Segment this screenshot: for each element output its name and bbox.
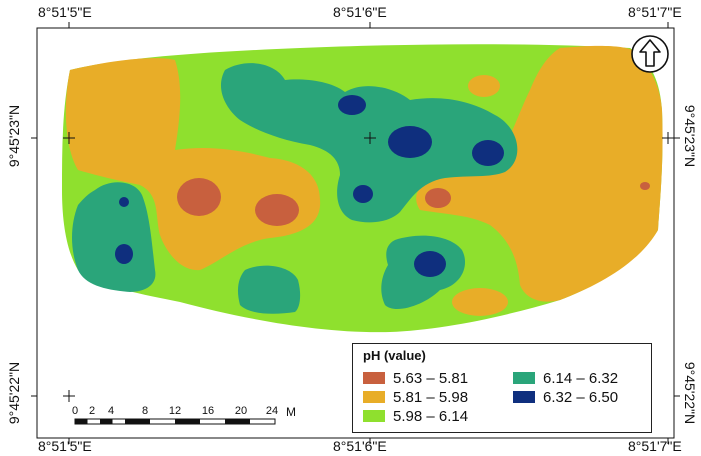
legend-swatch-4 <box>513 372 535 384</box>
zone-5-63-5-81-b <box>255 194 299 226</box>
zone-5-63-5-81-a <box>177 178 221 216</box>
legend-swatch-1 <box>363 372 385 384</box>
graticule-marks <box>63 132 674 402</box>
coord-bottom-3: 8°51'7"E <box>628 438 682 454</box>
coord-left-2: 9°45'22"N <box>6 361 22 425</box>
zone-6-32-6-50-e <box>414 251 446 277</box>
zone-5-81-5-98-west <box>65 58 321 271</box>
zone-6-32-6-50-d <box>353 185 373 203</box>
zone-5-81-5-98-small-a <box>468 75 500 97</box>
legend-label-1: 5.63 – 5.81 <box>393 369 469 387</box>
legend: pH (value) 5.63 – 5.81 5.81 – 5.98 5.98 … <box>352 343 652 433</box>
legend-item-4: 6.14 – 6.32 <box>513 368 618 388</box>
legend-swatch-2 <box>363 391 385 403</box>
scale-unit: M <box>286 405 296 419</box>
zone-6-32-6-50-c <box>472 140 504 166</box>
zone-5-63-5-81-d <box>640 182 650 190</box>
legend-label-2: 5.81 – 5.98 <box>393 388 469 406</box>
scale-bar <box>74 418 276 425</box>
coord-top-3: 8°51'7"E <box>628 4 682 20</box>
coord-right-2: 9°45'22"N <box>682 361 698 425</box>
zone-5-81-5-98-small-b <box>452 288 508 316</box>
zone-5-63-5-81-c <box>425 188 451 208</box>
scale-tick-2: 2 <box>88 405 96 417</box>
zone-6-32-6-50-b <box>388 126 432 158</box>
legend-label-3: 5.98 – 6.14 <box>393 407 469 425</box>
zone-6-32-6-50-a <box>338 95 366 115</box>
zone-6-32-6-50-f <box>115 244 133 264</box>
zone-6-14-6-32-central <box>220 63 518 223</box>
scale-tick-24: 24 <box>265 405 279 417</box>
coord-top-1: 8°51'5"E <box>38 4 92 20</box>
zone-5-81-5-98-east <box>416 45 663 302</box>
legend-item-5: 6.32 – 6.50 <box>513 387 618 407</box>
coord-bottom-1: 8°51'5"E <box>38 438 92 454</box>
scale-tick-8: 8 <box>141 405 149 417</box>
legend-swatch-5 <box>513 391 535 403</box>
legend-label-5: 6.32 – 6.50 <box>543 388 619 406</box>
scale-tick-4: 4 <box>107 405 115 417</box>
scale-tick-20: 20 <box>234 405 248 417</box>
coord-top-2: 8°51'6"E <box>333 4 387 20</box>
frame-ticks <box>31 22 680 444</box>
coord-right-1: 9°45'23"N <box>682 104 698 168</box>
legend-label-4: 6.14 – 6.32 <box>543 369 619 387</box>
legend-item-3: 5.98 – 6.14 <box>363 406 468 426</box>
scale-tick-12: 12 <box>168 405 182 417</box>
coord-left-1: 9°45'23"N <box>6 104 22 168</box>
scale-tick-16: 16 <box>201 405 215 417</box>
zone-6-32-6-50-g <box>119 197 129 207</box>
scale-tick-0: 0 <box>71 405 79 417</box>
legend-item-2: 5.81 – 5.98 <box>363 387 468 407</box>
north-arrow-icon <box>631 35 669 73</box>
legend-title: pH (value) <box>363 348 426 363</box>
zone-6-14-6-32-west <box>72 182 156 292</box>
legend-item-1: 5.63 – 5.81 <box>363 368 468 388</box>
coord-bottom-2: 8°51'6"E <box>333 438 387 454</box>
legend-swatch-3 <box>363 410 385 422</box>
zone-6-14-6-32-small <box>237 265 301 314</box>
